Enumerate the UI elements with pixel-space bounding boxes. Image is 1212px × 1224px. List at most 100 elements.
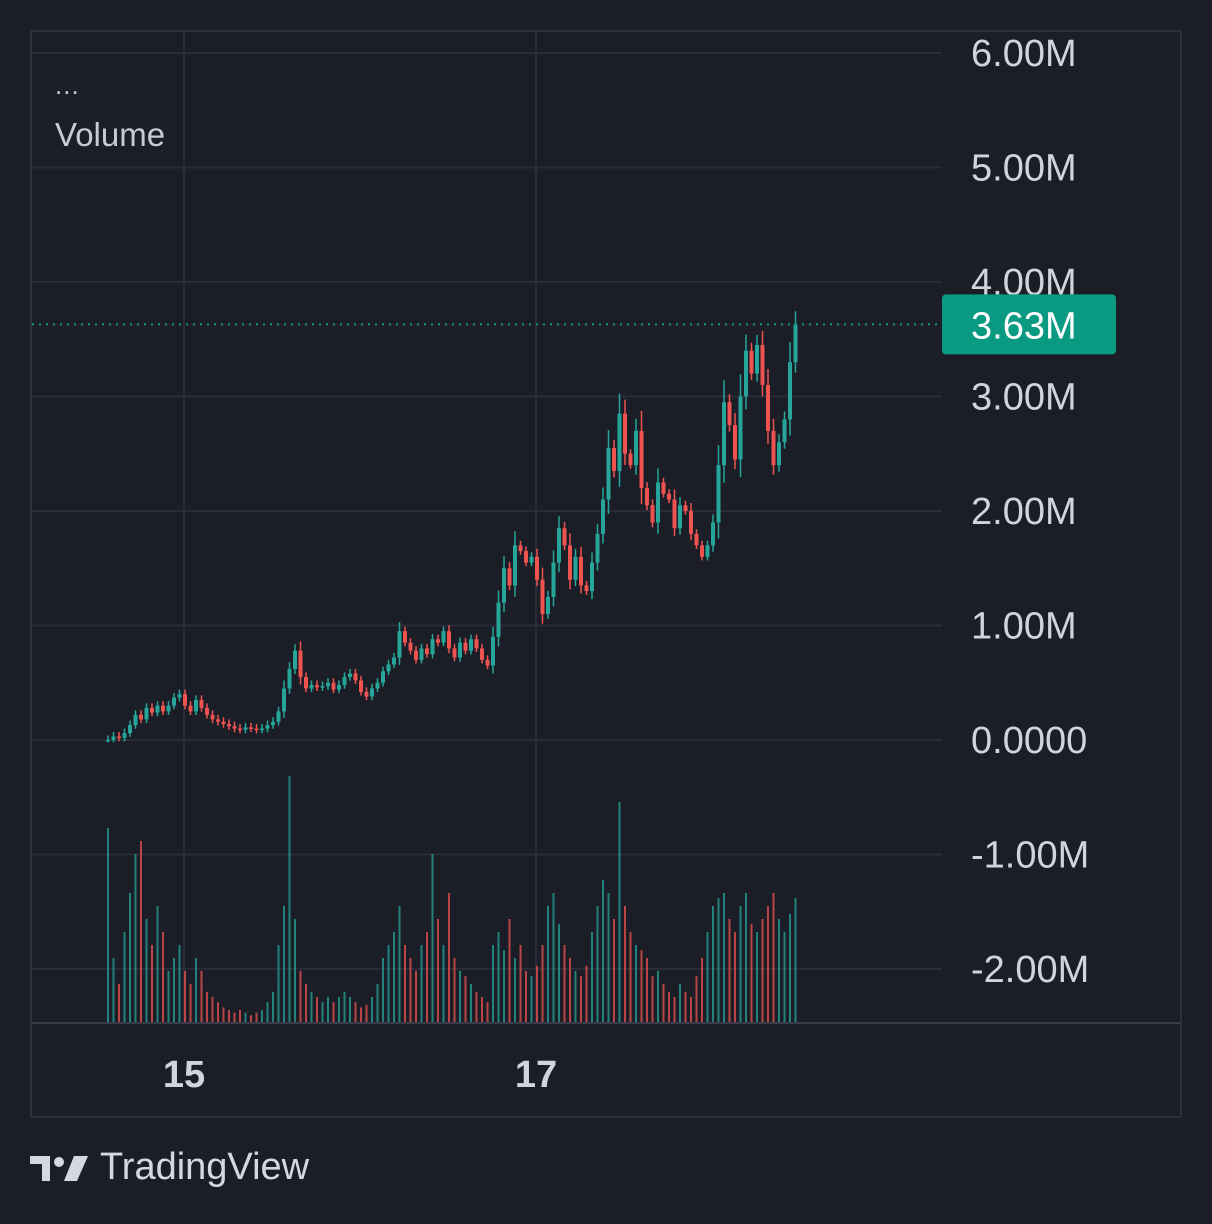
x-axis: 15 17 (32, 1022, 1180, 1096)
candle-body (623, 413, 627, 454)
volume-bar (492, 945, 494, 1023)
candle-body (672, 499, 677, 529)
volume-bar (151, 945, 153, 1023)
candle-body (243, 727, 248, 730)
candle-body (507, 568, 512, 586)
candle-body (738, 396, 743, 460)
candle-body (447, 631, 451, 649)
volume-bar (547, 906, 549, 1023)
candle-body (177, 694, 182, 698)
volume-bar (239, 1010, 241, 1023)
volume-bar (728, 919, 731, 1023)
candle-body (612, 448, 616, 471)
volume-bar (145, 919, 148, 1023)
candle-body (524, 551, 528, 563)
candle-body (348, 673, 352, 678)
candle-body (166, 705, 171, 712)
volume-bar (662, 984, 665, 1023)
volume-bar (448, 893, 450, 1023)
candle-body (221, 721, 226, 724)
candle-body (551, 562, 556, 597)
volume-bar (734, 932, 736, 1023)
candle-body (392, 657, 396, 665)
volume-bar (574, 971, 577, 1023)
candle-body (106, 740, 110, 742)
candle-body (265, 725, 270, 729)
candle-body (491, 636, 495, 666)
legend-menu[interactable]: ... (55, 70, 80, 100)
volume-bar (525, 971, 527, 1023)
y-tick-label: 3.00M (971, 377, 1077, 419)
volume-bar (481, 997, 483, 1023)
volume-bar (371, 997, 373, 1023)
volume-bar (596, 906, 599, 1023)
volume-bar (206, 991, 208, 1023)
x-tick-label: 17 (515, 1054, 557, 1096)
volume-bar (541, 945, 544, 1023)
volume-bar (255, 1012, 258, 1023)
volume-bar (794, 898, 797, 1023)
volume-bar (745, 893, 747, 1023)
candle-body (458, 642, 462, 658)
volume-bar (382, 958, 384, 1023)
candle-body (150, 707, 154, 713)
candle-body (760, 344, 765, 386)
volume-bar (393, 932, 395, 1023)
volume-bar (508, 919, 511, 1023)
volume-bar (717, 898, 720, 1023)
y-tick-label: -2.00M (971, 949, 1089, 991)
volume-bar (552, 893, 555, 1023)
volume-bar (602, 880, 604, 1023)
candle-body (793, 324, 798, 363)
volume-bar (134, 854, 137, 1023)
candle-body (260, 728, 264, 731)
candle-body (562, 528, 567, 546)
legend-title: Volume (55, 116, 166, 153)
volume-bar (288, 776, 291, 1023)
volume-bar (679, 984, 681, 1023)
candle-body (359, 680, 363, 692)
candle-body (661, 482, 666, 494)
candle-body (771, 430, 776, 466)
y-tick-label: 5.00M (971, 148, 1077, 190)
candle-body (584, 585, 589, 592)
volume-bar (283, 906, 285, 1023)
volume-bar (629, 932, 632, 1023)
volume-bar (437, 919, 439, 1023)
chart-frame[interactable] (30, 30, 1182, 1118)
volume-bar (140, 841, 142, 1023)
volume-bar (327, 997, 329, 1023)
volume-bar (349, 997, 351, 1023)
y-tick-label: -1.00M (971, 835, 1089, 877)
volume-bar (184, 971, 186, 1023)
volume-bar (558, 924, 560, 1023)
volume-bar (123, 932, 126, 1023)
candle-body (540, 579, 545, 615)
volume-bar (310, 991, 313, 1023)
candle-body (276, 711, 281, 722)
volume-bar (217, 1002, 219, 1023)
brand[interactable]: TradingView (30, 1146, 309, 1189)
y-tick-label: 6.00M (971, 33, 1077, 75)
candle-body (117, 736, 121, 739)
candle-body (496, 602, 501, 637)
candle-body (205, 707, 209, 715)
volume-bar (404, 945, 406, 1023)
candle-body (155, 705, 160, 713)
volume-bar (420, 945, 423, 1023)
candle-body (408, 642, 413, 651)
volume-bar (409, 958, 412, 1023)
volume-bar (321, 1002, 324, 1023)
candle-body (331, 682, 336, 690)
volume-bar (613, 919, 615, 1023)
candle-body (271, 721, 275, 726)
candle-body (364, 691, 369, 697)
volume-bar (338, 997, 340, 1023)
candle-body (199, 699, 204, 708)
volume-bar (195, 958, 197, 1023)
candle-body (353, 673, 358, 681)
candle-body (397, 631, 402, 658)
candle-body (293, 650, 297, 670)
volume-bar (415, 971, 417, 1023)
